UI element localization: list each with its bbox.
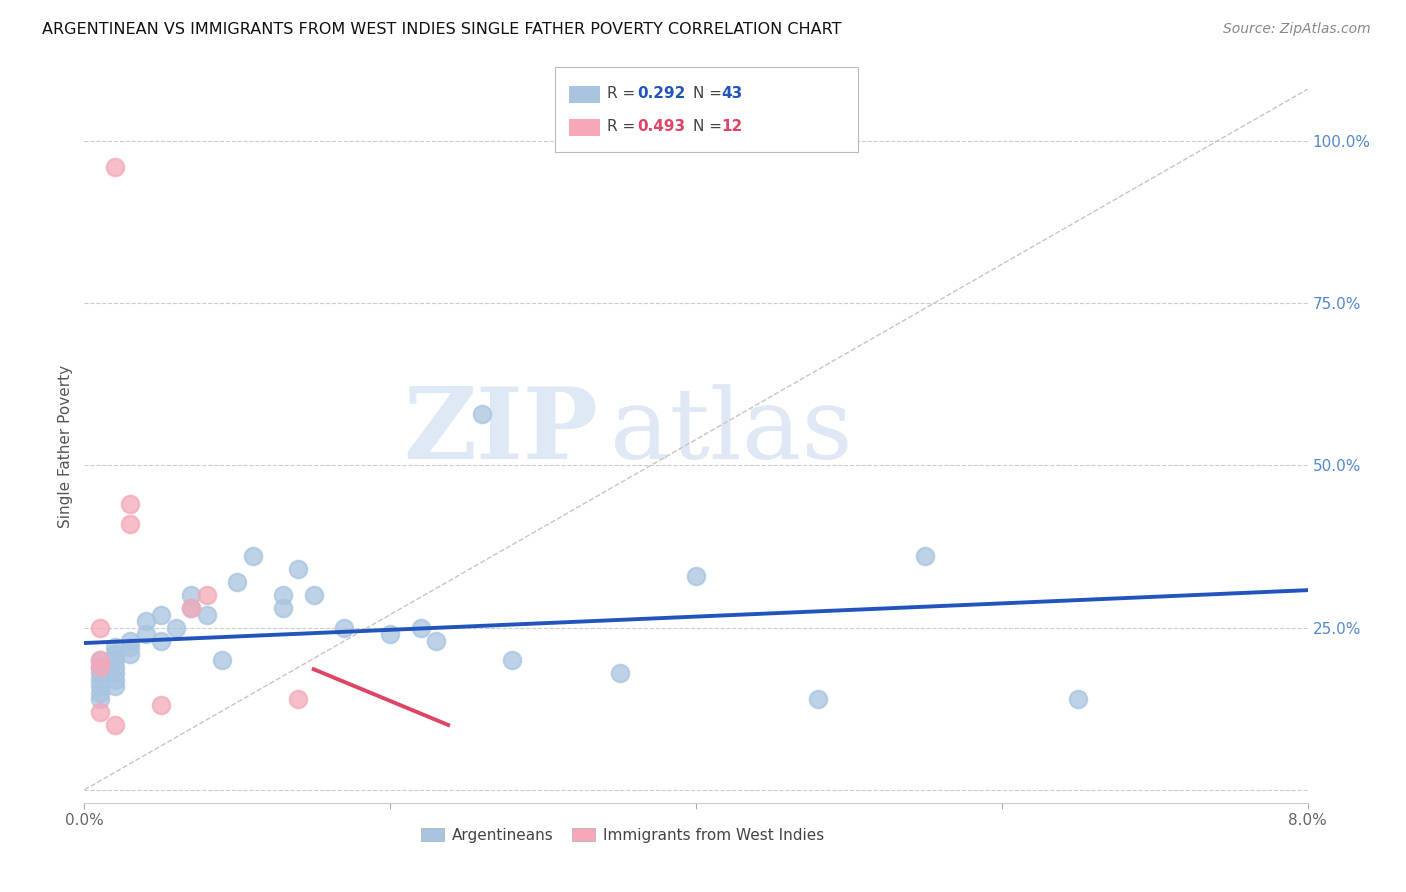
Text: 12: 12: [721, 120, 742, 134]
Point: [807, 692, 830, 706]
Point: [165, 621, 187, 635]
Y-axis label: Single Father Poverty: Single Father Poverty: [58, 365, 73, 527]
Point: [914, 549, 936, 564]
Point: [149, 607, 172, 622]
Point: [104, 640, 127, 654]
Point: [287, 562, 309, 576]
Point: [242, 549, 264, 564]
Point: [471, 407, 494, 421]
Point: [333, 621, 356, 635]
Point: [180, 601, 202, 615]
Point: [287, 692, 309, 706]
Point: [104, 679, 127, 693]
Point: [104, 653, 127, 667]
Point: [120, 633, 142, 648]
Point: [302, 588, 325, 602]
Point: [89, 666, 111, 681]
Point: [89, 621, 111, 635]
Text: atlas: atlas: [610, 384, 853, 480]
Point: [104, 647, 127, 661]
Legend: Argentineans, Immigrants from West Indies: Argentineans, Immigrants from West Indie…: [415, 822, 830, 848]
Text: 0.292: 0.292: [637, 87, 685, 101]
Point: [104, 673, 127, 687]
Point: [89, 705, 111, 719]
Point: [1067, 692, 1090, 706]
Point: [120, 497, 142, 511]
Point: [89, 673, 111, 687]
Point: [89, 692, 111, 706]
Point: [271, 601, 294, 615]
Point: [195, 607, 218, 622]
Point: [135, 614, 157, 628]
Point: [409, 621, 432, 635]
Point: [180, 601, 202, 615]
Text: ARGENTINEAN VS IMMIGRANTS FROM WEST INDIES SINGLE FATHER POVERTY CORRELATION CHA: ARGENTINEAN VS IMMIGRANTS FROM WEST INDI…: [42, 22, 842, 37]
Point: [425, 633, 447, 648]
Point: [104, 659, 127, 673]
Point: [226, 575, 249, 590]
Point: [211, 653, 233, 667]
Point: [149, 633, 172, 648]
Point: [502, 653, 524, 667]
Point: [89, 685, 111, 699]
Point: [271, 588, 294, 602]
Text: ZIP: ZIP: [404, 384, 598, 480]
Point: [89, 653, 111, 667]
Point: [89, 653, 111, 667]
Text: N =: N =: [693, 87, 727, 101]
Point: [135, 627, 157, 641]
Text: 0.493: 0.493: [637, 120, 685, 134]
Point: [104, 718, 127, 732]
Point: [120, 647, 142, 661]
Point: [195, 588, 218, 602]
Point: [104, 160, 127, 174]
Text: R =: R =: [607, 87, 641, 101]
Point: [149, 698, 172, 713]
Point: [380, 627, 402, 641]
Point: [180, 588, 202, 602]
Text: Source: ZipAtlas.com: Source: ZipAtlas.com: [1223, 22, 1371, 37]
Text: 43: 43: [721, 87, 742, 101]
Point: [89, 659, 111, 673]
Point: [120, 516, 142, 531]
Point: [104, 666, 127, 681]
Point: [89, 659, 111, 673]
Text: R =: R =: [607, 120, 641, 134]
Point: [120, 640, 142, 654]
Point: [609, 666, 631, 681]
Point: [685, 568, 707, 582]
Point: [89, 679, 111, 693]
Text: N =: N =: [693, 120, 727, 134]
